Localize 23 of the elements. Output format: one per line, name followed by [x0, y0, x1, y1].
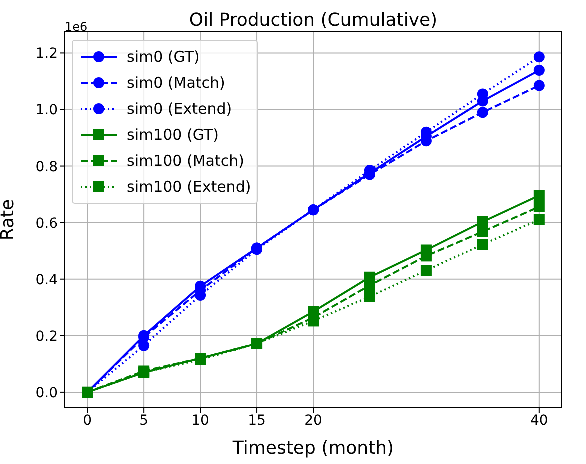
- x-tick-label: 15: [248, 412, 266, 429]
- legend-label: sim100 (Extend): [127, 178, 252, 196]
- legend-label: sim0 (GT): [127, 48, 200, 66]
- chart-title: Oil Production (Cumulative): [189, 10, 438, 31]
- x-tick-label: 5: [140, 412, 149, 429]
- x-tick-label: 10: [192, 412, 210, 429]
- y-tick-label: 0.8: [36, 159, 58, 176]
- y-tick-label: 0.6: [36, 216, 58, 232]
- x-tick-label: 20: [304, 412, 322, 429]
- y-tick-label: 1.0: [36, 102, 58, 119]
- legend-label: sim100 (GT): [127, 126, 219, 144]
- y-tick-label: 0.0: [36, 385, 58, 402]
- y-tick-label: 0.2: [36, 328, 58, 345]
- x-tick-label: 40: [530, 412, 548, 429]
- y-tick-label: 1.2: [36, 46, 58, 62]
- legend-label: sim0 (Extend): [127, 100, 232, 118]
- annotation: 1e6: [65, 20, 88, 34]
- legend-label: sim100 (Match): [127, 152, 244, 170]
- x-tick-label: 0: [83, 412, 92, 429]
- legend-label: sim0 (Match): [127, 74, 226, 92]
- y-axis-title: Rate: [0, 199, 18, 241]
- x-axis-title: Timestep (month): [232, 438, 394, 459]
- y-tick-label: 0.4: [36, 272, 58, 288]
